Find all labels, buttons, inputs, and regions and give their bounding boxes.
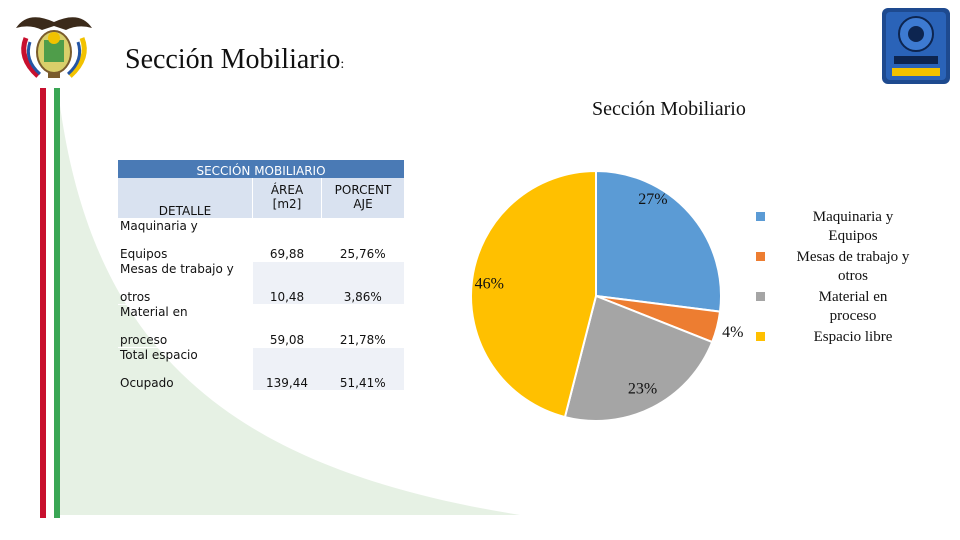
ecuador-coat-of-arms-icon: [16, 17, 92, 78]
legend-swatch: [756, 252, 765, 261]
espe-mecatronica-logo-icon: [882, 8, 950, 84]
col-area-header-2: [m2]: [252, 197, 322, 219]
col-percent-header-2: AJE: [321, 197, 404, 219]
row-area: 59,08: [252, 304, 322, 348]
legend-label: Mesas de trabajo y: [796, 249, 910, 265]
row-detail: Ocupado: [120, 376, 174, 390]
row-detail: Total espacio: [118, 347, 253, 369]
row-detail: Material en: [118, 304, 253, 326]
pie-slice-label: 46%: [475, 276, 504, 293]
row-percent: 21,78%: [321, 304, 404, 348]
pie-slice: [595, 169, 722, 313]
green-stripe: [54, 88, 60, 518]
table-row-cont: otros: [118, 283, 404, 305]
pie-slice: [470, 169, 597, 419]
page-title: Sección Mobiliario:: [125, 44, 345, 75]
pie-slice-label: 27%: [638, 191, 667, 208]
col-area-header-1: ÁREA: [252, 178, 322, 197]
legend-swatch: [756, 292, 765, 301]
chart-title: Sección Mobiliario: [592, 98, 746, 120]
pie-slice-label: 23%: [628, 380, 657, 397]
pie-slice: [563, 294, 714, 422]
table-row: Mesas de trabajo y 10,48 3,86%: [118, 261, 404, 305]
table-row-cont: Equipos: [118, 240, 404, 262]
row-percent: 25,76%: [321, 218, 404, 262]
legend-label: proceso: [829, 308, 877, 324]
legend-item: Espacio libre: [752, 328, 938, 347]
row-percent: 51,41%: [321, 347, 404, 390]
legend-label: Maquinaria y: [812, 209, 894, 225]
table-row-cont: proceso: [118, 326, 404, 348]
chart-legend: Maquinaria y Equipos Mesas de trabajo y …: [752, 208, 938, 349]
col-percent-header-1: PORCENT: [321, 178, 404, 197]
table-banner: SECCIÓN MOBILIARIO: [118, 160, 404, 178]
row-detail: otros: [120, 290, 151, 304]
table-row: Maquinaria y 69,88 25,76%: [118, 218, 404, 262]
legend-swatch: [756, 332, 765, 341]
table-row: Material en 59,08 21,78%: [118, 304, 404, 348]
row-detail: Equipos: [120, 247, 168, 261]
legend-label: Material en: [818, 289, 888, 305]
legend-label: Equipos: [828, 228, 878, 244]
row-percent: 3,86%: [321, 261, 404, 305]
legend-item: Maquinaria y Equipos: [752, 208, 938, 246]
table-row: Total espacio 139,44 51,41%: [118, 347, 404, 390]
row-detail: proceso: [120, 333, 168, 347]
row-area: 69,88: [252, 218, 322, 262]
legend-label: Espacio libre: [813, 329, 893, 345]
col-detail-header: DETALLE: [118, 178, 253, 219]
legend-label: otros: [838, 268, 868, 284]
red-stripe: [40, 88, 46, 518]
white-stripe: [47, 88, 53, 518]
legend-swatch: [756, 212, 765, 221]
legend-item: Mesas de trabajo y otros: [752, 248, 938, 286]
row-area: 10,48: [252, 261, 322, 305]
title-suffix: :: [340, 57, 345, 72]
legend-item: Material en proceso: [752, 288, 938, 326]
table-row-cont: Ocupado: [118, 369, 404, 390]
row-detail: Mesas de trabajo y: [118, 261, 253, 283]
pie-slice-label: 4%: [722, 324, 743, 341]
row-area: 139,44: [252, 347, 322, 390]
mobiliario-table: SECCIÓN MOBILIARIO DETALLE ÁREA PORCENT …: [118, 160, 404, 390]
row-detail: Maquinaria y: [118, 218, 253, 240]
